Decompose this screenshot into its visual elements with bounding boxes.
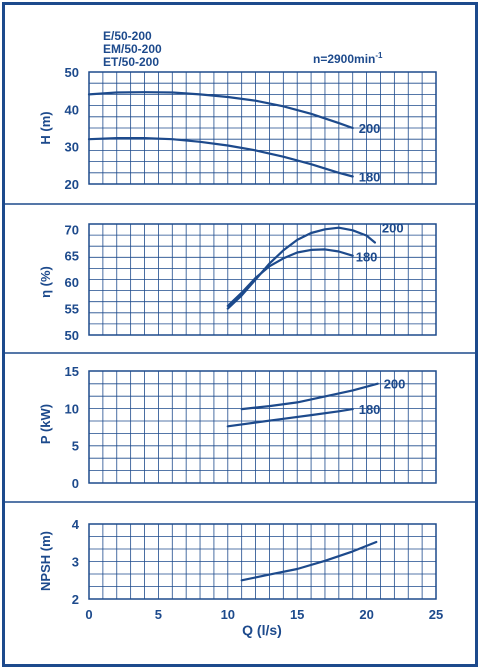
head-grid bbox=[89, 72, 436, 184]
y-tick-label: 5 bbox=[72, 439, 79, 454]
efficiency-curve-200 bbox=[226, 226, 376, 310]
model-label-1: E/50-200 bbox=[103, 29, 152, 43]
x-tick-label: 0 bbox=[85, 607, 92, 622]
npsh-plot-frame bbox=[88, 523, 437, 600]
x-axis-label: Q (l/s) bbox=[242, 622, 282, 638]
x-tick-label: 20 bbox=[359, 607, 373, 622]
head-y-axis-label: H (m) bbox=[38, 111, 53, 144]
y-tick-label: 50 bbox=[65, 65, 79, 80]
y-tick-label: 4 bbox=[72, 517, 80, 532]
head-curve-180 bbox=[87, 137, 354, 178]
series-label-200: 200 bbox=[382, 221, 404, 236]
series-label-180: 180 bbox=[359, 170, 381, 185]
y-tick-label: 15 bbox=[65, 364, 79, 379]
efficiency-plot-frame bbox=[88, 223, 437, 336]
model-label-3: ET/50-200 bbox=[103, 55, 159, 69]
series-label-180: 180 bbox=[356, 250, 378, 265]
y-tick-label: 65 bbox=[65, 249, 79, 264]
series-label-200: 200 bbox=[359, 121, 381, 136]
x-tick-label: 15 bbox=[290, 607, 304, 622]
speed-label: n=2900min-1 bbox=[313, 51, 383, 66]
y-tick-label: 10 bbox=[65, 401, 79, 416]
y-tick-label: 70 bbox=[65, 222, 79, 237]
model-label-2: EM/50-200 bbox=[103, 42, 162, 56]
y-tick-label: 40 bbox=[65, 102, 79, 117]
power-curve-180 bbox=[226, 408, 354, 428]
power-curve-200 bbox=[240, 382, 379, 411]
x-tick-labels: 0 5 10 15 20 25 bbox=[85, 607, 443, 622]
y-tick-label: 2 bbox=[72, 592, 79, 607]
npsh-curve-main bbox=[240, 540, 378, 582]
head-panel: 20 30 40 50 H (m) 200 180 bbox=[38, 65, 437, 192]
npsh-y-axis-label: NPSH (m) bbox=[38, 531, 53, 591]
x-tick-label: 5 bbox=[155, 607, 162, 622]
head-curve-200 bbox=[87, 91, 354, 130]
efficiency-curve-180 bbox=[226, 248, 354, 307]
series-label-200: 200 bbox=[384, 377, 406, 392]
efficiency-y-axis-label: η (%) bbox=[38, 266, 53, 298]
y-tick-label: 3 bbox=[72, 555, 79, 570]
y-tick-label: 50 bbox=[65, 328, 79, 343]
series-label-180: 180 bbox=[359, 402, 381, 417]
y-tick-label: 20 bbox=[65, 177, 79, 192]
power-y-axis-label: P (kW) bbox=[38, 404, 53, 444]
y-tick-label: 0 bbox=[72, 476, 79, 491]
speed-label-base: n=2900min bbox=[313, 52, 375, 66]
efficiency-grid bbox=[89, 224, 436, 335]
power-plot-frame bbox=[88, 370, 437, 484]
npsh-panel: 2 3 4 NPSH (m) bbox=[38, 517, 437, 607]
head-plot-frame bbox=[88, 71, 437, 185]
y-tick-label: 60 bbox=[65, 275, 79, 290]
efficiency-panel: 50 55 60 65 70 η (%) 200 180 bbox=[38, 221, 437, 343]
y-tick-label: 55 bbox=[65, 302, 79, 317]
npsh-grid bbox=[89, 524, 436, 599]
x-tick-label: 25 bbox=[429, 607, 443, 622]
x-tick-label: 10 bbox=[221, 607, 235, 622]
speed-label-exponent: -1 bbox=[375, 51, 383, 60]
y-tick-label: 30 bbox=[65, 140, 79, 155]
panel-separators bbox=[4, 203, 476, 503]
